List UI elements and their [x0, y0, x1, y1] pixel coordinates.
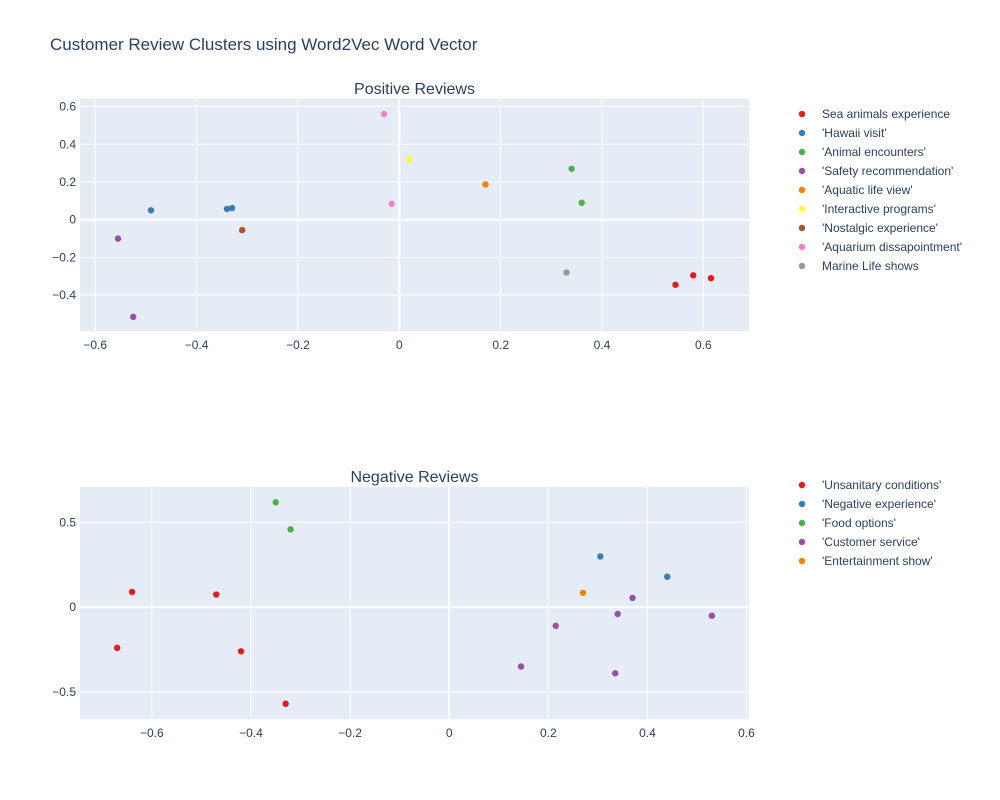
y-tick-label: 0.2	[59, 175, 76, 189]
legend: Sea animals experience 'Hawaii visit' 'Ani…	[798, 107, 962, 273]
x-tick-label: 0	[396, 338, 403, 352]
legend-marker	[798, 481, 806, 489]
y-tick-label: −0.5	[52, 685, 76, 699]
legend-label: 'Hawaii visit'	[822, 126, 887, 140]
legend-marker	[798, 205, 806, 213]
data-point	[629, 594, 636, 602]
data-point	[690, 272, 697, 279]
data-point	[388, 200, 395, 207]
data-point	[113, 644, 121, 652]
x-tick-label: 0.6	[738, 726, 755, 740]
data-point	[406, 156, 413, 163]
data-point	[287, 526, 294, 533]
figure-title: Customer Review Clusters using Word2Vec …	[50, 35, 478, 54]
legend-label: 'Unsanitary conditions'	[822, 478, 941, 492]
legend-marker	[798, 519, 806, 527]
x-tick-label: 0.6	[695, 338, 712, 352]
data-point	[282, 700, 289, 707]
legend-marker	[798, 243, 806, 251]
data-point	[578, 199, 585, 206]
data-point	[213, 591, 220, 598]
data-point	[672, 281, 679, 288]
data-point	[272, 499, 279, 506]
data-point	[552, 622, 559, 630]
legend-label: 'Negative experience'	[822, 497, 936, 511]
legend: 'Unsanitary conditions' 'Negative experie…	[798, 478, 941, 568]
legend-label: 'Food options'	[822, 516, 896, 530]
legend-label: 'Interactive programs'	[822, 202, 936, 216]
legend-marker	[798, 262, 806, 270]
x-tick-label: −0.4	[185, 338, 209, 352]
y-tick-label: 0	[69, 600, 76, 614]
data-point	[664, 573, 671, 580]
legend-label: 'Nostalgic experience'	[822, 221, 938, 235]
data-point	[238, 226, 246, 234]
data-point	[130, 313, 137, 321]
x-tick-label: 0.2	[540, 726, 557, 740]
data-point	[228, 204, 236, 212]
data-point	[563, 269, 570, 276]
x-tick-label: −0.6	[83, 338, 107, 352]
legend-label: Sea animals experience	[822, 107, 950, 121]
plot-area	[80, 487, 749, 719]
legend-label: 'Aquatic life view'	[822, 183, 913, 197]
legend-label: 'Safety recommendation'	[822, 164, 953, 178]
legend-label: 'Aquarium dissapointment'	[822, 240, 962, 254]
data-point	[482, 181, 489, 188]
x-tick-label: −0.2	[286, 338, 310, 352]
legend-label: 'Entertainment show'	[822, 554, 933, 568]
y-tick-label: −0.2	[52, 250, 76, 264]
data-point	[568, 165, 575, 172]
legend-marker	[798, 557, 806, 565]
legend-marker	[798, 500, 806, 508]
legend-marker	[798, 224, 806, 232]
data-point	[223, 205, 231, 213]
data-point	[128, 588, 136, 596]
data-point	[614, 610, 621, 618]
x-tick-label: −0.6	[140, 726, 164, 740]
subplot-title: Positive Reviews	[354, 81, 475, 98]
subplot-title: Negative Reviews	[350, 469, 478, 486]
legend-label: 'Animal encounters'	[822, 145, 926, 159]
data-point	[708, 612, 716, 619]
legend-label: Marine Life shows	[822, 259, 919, 273]
x-tick-label: −0.2	[338, 726, 362, 740]
data-point	[114, 235, 122, 242]
y-tick-label: 0.5	[59, 516, 76, 530]
data-point	[612, 670, 619, 677]
data-point	[707, 274, 715, 282]
y-tick-label: 0.6	[59, 100, 76, 114]
legend-label: 'Customer service'	[822, 535, 920, 549]
x-tick-label: 0.4	[594, 338, 611, 352]
data-point	[147, 207, 155, 214]
data-point	[237, 648, 245, 655]
legend-marker	[798, 110, 806, 118]
x-tick-label: 0	[446, 726, 453, 740]
y-tick-label: 0.4	[59, 137, 76, 151]
legend-marker	[798, 538, 806, 546]
legend-marker	[798, 186, 806, 194]
subplot-1: −0.6 −0.4 −0.2 0 0.2 0.4 0.6 −0.4 −0.2 0 0.2 0.4 0.6…	[52, 81, 962, 352]
y-tick-label: −0.4	[52, 288, 76, 302]
data-point	[597, 553, 604, 560]
y-tick-label: 0	[69, 213, 76, 227]
plot-area	[80, 99, 749, 331]
legend-marker	[798, 167, 806, 175]
x-tick-label: 0.2	[492, 338, 509, 352]
legend-marker	[798, 129, 806, 137]
legend-marker	[798, 148, 806, 156]
data-point	[517, 663, 525, 670]
data-point	[579, 589, 587, 597]
subplot-2: −0.6 −0.4 −0.2 0 0.2 0.4 0.6 −0.5 0 0.5 Negative R…	[52, 469, 941, 740]
data-point	[380, 110, 388, 118]
x-tick-label: 0.4	[639, 726, 656, 740]
x-tick-label: −0.4	[239, 726, 263, 740]
